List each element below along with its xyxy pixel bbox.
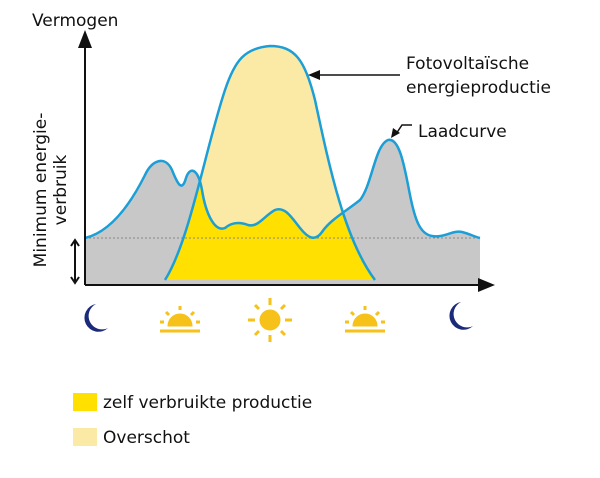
y-axis-label: Vermogen	[32, 11, 118, 31]
moon-icon	[84, 304, 108, 332]
baseline-label: Minimum energie-	[31, 113, 51, 268]
chart-area	[70, 30, 495, 292]
legend-swatch	[73, 393, 97, 411]
load-annotation: Laadcurve	[418, 122, 507, 142]
sun-icon	[160, 306, 200, 333]
baseline-bracket	[70, 238, 80, 285]
pv-curve	[163, 44, 377, 281]
load-curve	[84, 138, 481, 240]
legend-swatch	[73, 428, 97, 446]
sun-icon	[345, 306, 385, 333]
sun-icon	[248, 298, 292, 342]
legend-label: zelf verbruikte productie	[103, 393, 312, 413]
pv-annotation: energieproductie	[406, 78, 551, 98]
load-arrow-head	[391, 128, 400, 138]
y-axis-arrow	[78, 30, 92, 48]
baseline-label: verbruik	[51, 155, 71, 226]
pv-annotation: Fotovoltaïsche	[406, 54, 529, 74]
pv-arrow-head	[308, 70, 320, 80]
moon-icon	[449, 302, 473, 330]
pv-surplus-area	[165, 46, 375, 280]
legend-label: Overschot	[103, 428, 190, 448]
x-axis-arrow	[478, 278, 495, 292]
legend: zelf verbruikte productie Overschot	[73, 393, 312, 448]
load-arrow	[395, 124, 412, 135]
time-icons	[84, 298, 473, 342]
